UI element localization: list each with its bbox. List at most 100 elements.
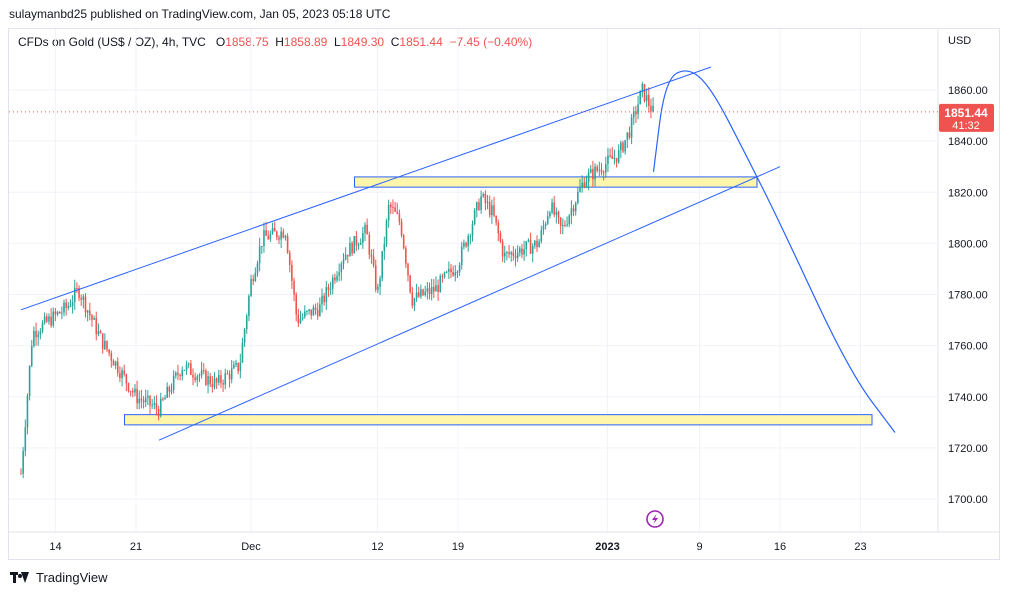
candle-body	[37, 334, 39, 338]
candle-body	[364, 224, 366, 234]
support-zone[interactable]	[124, 414, 873, 426]
candle-body	[198, 375, 201, 377]
candle-body	[237, 362, 239, 372]
time-axis-labels[interactable]: 14 21 Dec 12 19 2023 9 16 23	[49, 541, 866, 553]
candle-body	[80, 297, 82, 300]
candle-body	[323, 295, 325, 303]
channel-lower-line[interactable]	[158, 166, 781, 441]
candle-body	[452, 272, 454, 276]
candle-body	[282, 231, 285, 238]
candle-body	[559, 217, 562, 227]
time-tick-label: 19	[452, 541, 464, 553]
symbol-name[interactable]: CFDs on Gold (US$ / OZ), 4h, TVC	[18, 35, 206, 49]
candle-body	[267, 235, 270, 240]
candle-body	[181, 370, 184, 377]
candle-body	[596, 166, 598, 171]
candle-body	[248, 296, 250, 316]
candle-body	[577, 191, 579, 203]
candle-body	[209, 376, 211, 385]
candle-body	[114, 361, 117, 366]
candle-body	[76, 288, 78, 290]
candle-body	[420, 289, 422, 297]
candle-body	[355, 236, 358, 246]
candle-body	[269, 233, 272, 240]
candle-body	[359, 242, 362, 245]
candle-body	[101, 333, 104, 349]
candle-body	[258, 246, 261, 264]
candle-body	[594, 166, 596, 180]
candle-body	[448, 268, 450, 272]
candle-body	[168, 386, 171, 392]
candle-body	[20, 473, 22, 475]
candle-body	[43, 316, 46, 323]
projection-curve[interactable]	[652, 70, 896, 433]
candle-body	[304, 311, 306, 317]
candle-body	[288, 252, 291, 265]
candle-body	[495, 215, 497, 223]
price-axis-labels[interactable]: 1700.00 1720.00 1740.00 1760.00 1780.00 1800.…	[948, 85, 988, 506]
candle-body	[501, 241, 504, 257]
candle-body	[581, 182, 583, 188]
candle-body	[144, 397, 147, 403]
candle-body	[562, 224, 564, 227]
high-label: H	[275, 35, 284, 49]
candle-body	[340, 263, 343, 273]
candle-body	[553, 202, 555, 215]
candle-body	[637, 104, 639, 115]
candle-body	[263, 230, 265, 247]
candle-body	[523, 249, 525, 255]
candle-body	[312, 307, 315, 316]
candle-body	[476, 202, 478, 210]
candle-body	[166, 386, 168, 398]
candle-body	[30, 346, 33, 366]
candle-body	[409, 275, 411, 293]
candle-body	[54, 311, 57, 315]
candle-body	[514, 255, 517, 259]
price-tick-label: 1820.00	[948, 187, 988, 199]
zone-layer[interactable]	[124, 176, 873, 426]
time-tick-label: Dec	[241, 541, 261, 553]
footer-brand[interactable]: TradingView	[10, 570, 108, 585]
current-price-tag: 1851.44 41:32	[939, 103, 994, 132]
candle-body	[321, 295, 323, 305]
candle-body	[351, 242, 353, 254]
drawing-layer[interactable]	[20, 66, 896, 441]
candle-body	[546, 216, 549, 224]
candle-body	[377, 286, 379, 290]
candle-body	[99, 331, 102, 334]
candle-body	[585, 181, 588, 188]
candle-body	[499, 233, 502, 242]
candle-body	[52, 311, 55, 326]
candle-body	[435, 285, 437, 292]
candle-body	[551, 202, 553, 213]
open-label: O	[215, 35, 226, 49]
candle-body	[157, 408, 160, 417]
candle-body	[125, 374, 128, 384]
resistance-zone[interactable]	[354, 176, 758, 188]
candle-body	[190, 363, 192, 375]
candle-body	[428, 288, 431, 295]
candle-body	[175, 372, 177, 376]
candle-body	[525, 241, 528, 250]
candle-body	[602, 172, 605, 174]
candle-body	[136, 388, 138, 404]
candle-body	[394, 207, 396, 212]
candle-body	[473, 209, 476, 225]
tradingview-logo-icon	[10, 571, 30, 584]
low-label: L	[333, 35, 341, 49]
chart-frame	[8, 28, 1000, 560]
candle-body	[200, 370, 203, 376]
candle-body	[140, 398, 143, 401]
candle-body	[630, 117, 633, 138]
candle-body	[334, 277, 336, 281]
candle-body	[572, 208, 575, 212]
candle-body	[213, 378, 216, 388]
channel-upper-line[interactable]	[20, 66, 712, 311]
candle-body	[58, 311, 61, 314]
candle-body	[529, 239, 532, 254]
candle-body	[592, 169, 594, 180]
candle-body	[372, 256, 375, 266]
lightning-bolt-icon[interactable]	[646, 510, 664, 528]
candle-body	[622, 142, 624, 152]
